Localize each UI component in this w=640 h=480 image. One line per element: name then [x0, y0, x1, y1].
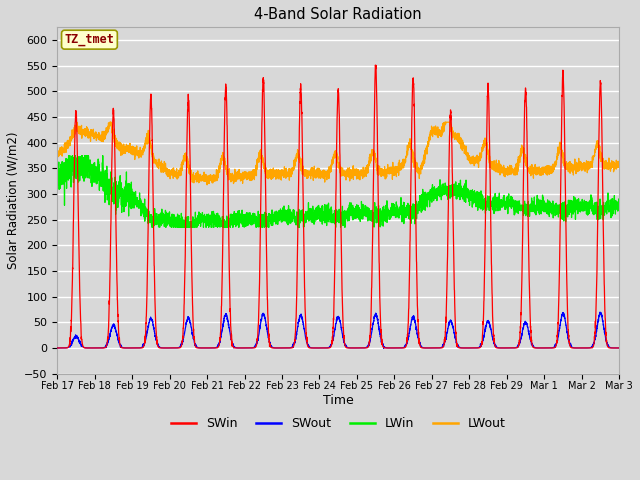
SWin — [53, 345, 61, 351]
Text: TZ_tmet: TZ_tmet — [65, 33, 115, 46]
LWin — [433, 191, 441, 197]
LWin — [497, 207, 504, 213]
SWout — [317, 345, 325, 351]
SWin — [465, 345, 472, 351]
X-axis label: Time: Time — [323, 394, 353, 407]
SWin — [154, 344, 162, 349]
LWin — [317, 216, 325, 222]
SWout — [596, 310, 604, 315]
LWout — [204, 182, 211, 188]
LWin — [615, 196, 623, 202]
LWout — [497, 168, 504, 174]
SWout — [496, 345, 504, 351]
LWout — [53, 153, 61, 158]
LWout — [615, 163, 623, 168]
LWout — [433, 132, 441, 138]
SWout — [615, 345, 623, 351]
SWin — [433, 345, 441, 351]
LWin — [53, 174, 61, 180]
Y-axis label: Solar Radiation (W/m2): Solar Radiation (W/m2) — [7, 132, 20, 269]
Title: 4-Band Solar Radiation: 4-Band Solar Radiation — [254, 7, 422, 22]
SWout — [465, 345, 472, 351]
LWin — [148, 225, 156, 230]
LWout — [465, 155, 472, 161]
SWin — [614, 345, 622, 351]
SWout — [433, 345, 441, 351]
Legend: SWin, SWout, LWin, LWout: SWin, SWout, LWin, LWout — [166, 412, 511, 435]
LWout — [106, 120, 114, 125]
SWout — [615, 345, 623, 351]
Line: LWout: LWout — [57, 122, 619, 185]
Line: SWin: SWin — [57, 65, 619, 348]
SWout — [53, 345, 61, 351]
Line: LWin: LWin — [57, 156, 619, 228]
SWin — [496, 345, 504, 351]
LWin — [615, 197, 623, 203]
SWin — [317, 345, 325, 351]
Line: SWout: SWout — [57, 312, 619, 348]
SWin — [371, 62, 379, 68]
SWout — [380, 346, 387, 351]
SWout — [154, 343, 162, 349]
LWin — [155, 215, 163, 220]
LWout — [615, 160, 623, 166]
LWout — [317, 168, 325, 174]
LWin — [465, 187, 472, 193]
LWout — [154, 156, 162, 162]
LWin — [65, 153, 72, 158]
SWin — [615, 345, 623, 351]
